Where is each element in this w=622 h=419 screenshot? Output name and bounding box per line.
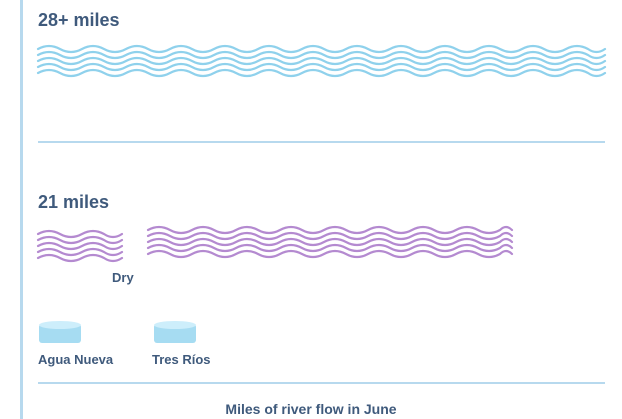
wave-line — [146, 225, 514, 235]
caption: Miles of river flow in June — [225, 401, 397, 417]
section-heading-28-miles: 28+ miles — [38, 10, 120, 30]
wave-line — [36, 253, 124, 263]
wave-line — [146, 243, 514, 253]
wastewater-plant-icon-agua-nueva — [39, 321, 81, 343]
wave-line — [36, 44, 607, 54]
station-label-agua-nueva: Agua Nueva — [38, 352, 114, 367]
wave-line — [146, 237, 514, 247]
wave-line — [146, 249, 514, 259]
bottom-divider — [38, 382, 605, 384]
wave-line — [36, 68, 607, 78]
river-wave-icon-top — [36, 44, 607, 78]
wave-line — [36, 235, 124, 245]
dry-label: Dry — [112, 270, 134, 285]
river-wave-icon-right — [146, 225, 514, 259]
river-wave-icon-left — [36, 229, 124, 263]
wave-line — [36, 56, 607, 66]
left-border-rule — [20, 0, 23, 419]
section-heading-21-miles: 21 miles — [38, 192, 110, 212]
wave-line — [36, 247, 124, 257]
wave-line — [36, 50, 607, 60]
section-divider — [38, 141, 605, 143]
wave-line — [36, 229, 124, 239]
wave-line — [146, 231, 514, 241]
station-label-tres-rios: Tres Ríos — [152, 352, 211, 367]
wave-line — [36, 241, 124, 251]
wave-line — [36, 62, 607, 72]
wastewater-plant-icon-tres-rios — [154, 321, 196, 343]
